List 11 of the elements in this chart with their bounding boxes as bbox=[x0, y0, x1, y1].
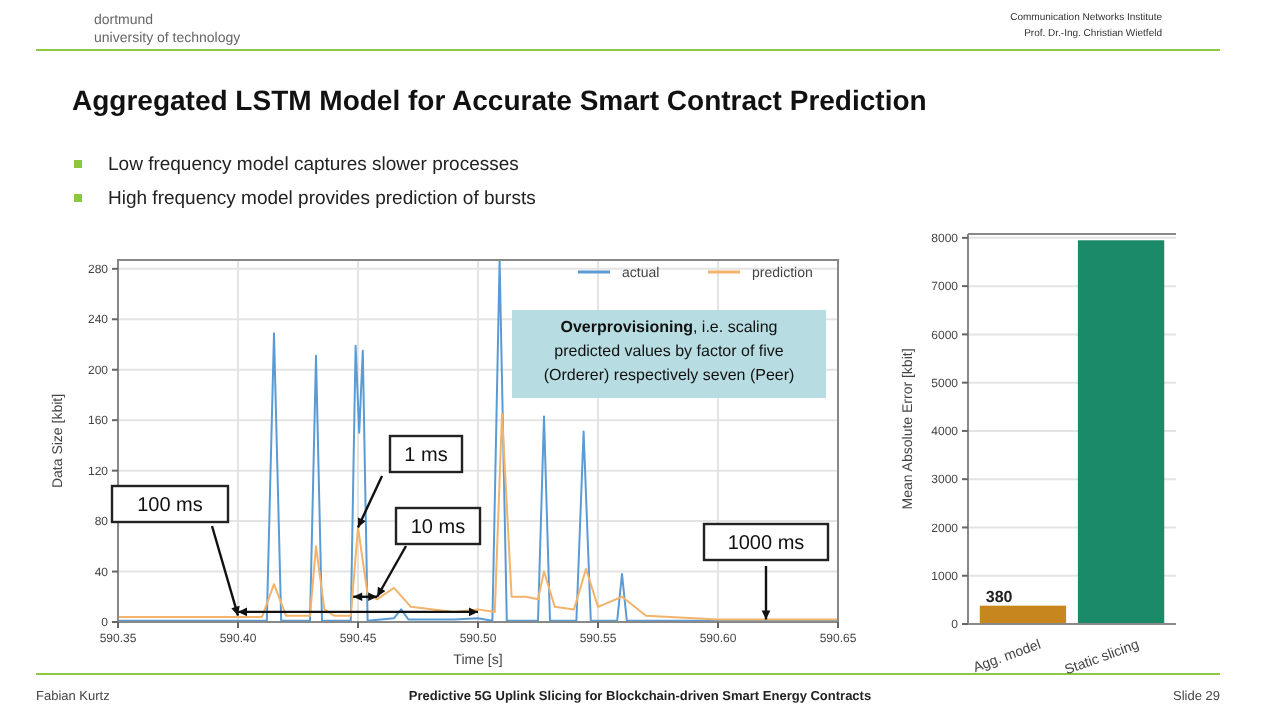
data-label: 380 bbox=[985, 587, 1014, 606]
annotation: 100 ms bbox=[137, 495, 203, 517]
text: High frequency model provides prediction of bursts bbox=[108, 187, 537, 210]
annotation: 1 ms bbox=[404, 445, 448, 467]
chart-title: Aggregated LSTM Model for Accurate Smart Contract Prediction bbox=[72, 84, 927, 116]
line-series bbox=[117, 412, 839, 621]
text: Low frequency model captures slower processes bbox=[108, 153, 520, 176]
line-series bbox=[117, 259, 839, 622]
annotation: 1000 ms bbox=[727, 533, 805, 555]
annotation: 10 ms bbox=[410, 517, 466, 539]
annotation: Overprovisioning, i.e. scaling predicted values by factor of five (Orderer) respectively seven (Peer) bbox=[543, 318, 796, 384]
